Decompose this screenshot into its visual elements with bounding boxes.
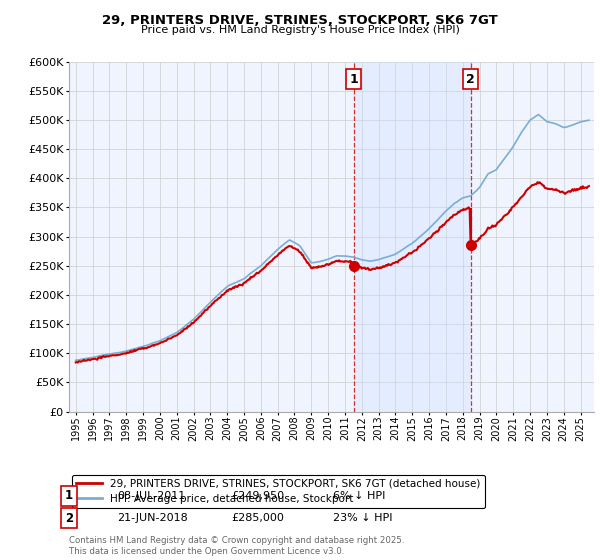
Text: Price paid vs. HM Land Registry's House Price Index (HPI): Price paid vs. HM Land Registry's House …	[140, 25, 460, 35]
Text: Contains HM Land Registry data © Crown copyright and database right 2025.
This d: Contains HM Land Registry data © Crown c…	[69, 536, 404, 556]
Text: 2: 2	[466, 73, 475, 86]
Text: 1: 1	[349, 73, 358, 86]
Text: 29, PRINTERS DRIVE, STRINES, STOCKPORT, SK6 7GT: 29, PRINTERS DRIVE, STRINES, STOCKPORT, …	[102, 14, 498, 27]
Bar	[354, 62, 470, 412]
Text: 23% ↓ HPI: 23% ↓ HPI	[333, 513, 392, 523]
Text: 2: 2	[65, 511, 73, 525]
Text: 6% ↓ HPI: 6% ↓ HPI	[333, 491, 385, 501]
Text: 21-JUN-2018: 21-JUN-2018	[117, 513, 188, 523]
Text: 1: 1	[65, 489, 73, 502]
Legend: 29, PRINTERS DRIVE, STRINES, STOCKPORT, SK6 7GT (detached house), HPI: Average p: 29, PRINTERS DRIVE, STRINES, STOCKPORT, …	[71, 474, 485, 508]
Text: £285,000: £285,000	[231, 513, 284, 523]
Text: £249,950: £249,950	[231, 491, 284, 501]
Text: 08-JUL-2011: 08-JUL-2011	[117, 491, 185, 501]
